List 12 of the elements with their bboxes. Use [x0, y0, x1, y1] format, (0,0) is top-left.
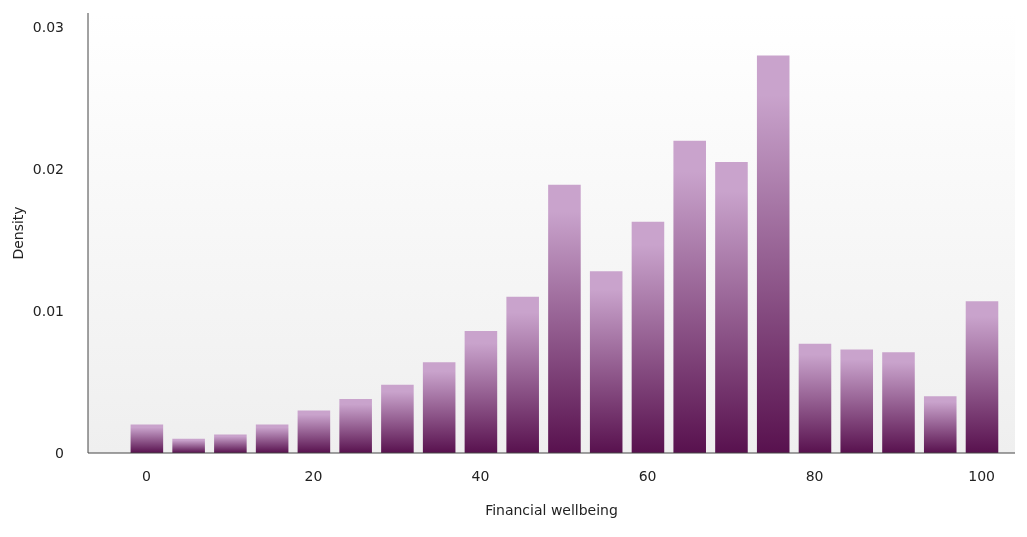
x-tick-label: 100	[968, 467, 995, 484]
y-tick-label: 0.03	[32, 19, 64, 36]
x-tick-label: 20	[304, 467, 323, 484]
x-tick-label: 80	[805, 467, 824, 484]
x-tick-label: 0	[142, 467, 151, 484]
x-tick-label: 40	[471, 467, 490, 484]
x-tick-label: 60	[638, 467, 657, 484]
x-axis-title: Financial wellbeing	[485, 502, 618, 518]
y-tick-label: 0.01	[32, 303, 64, 320]
y-axis-title: Density	[9, 206, 26, 260]
y-tick-label: 0.02	[32, 161, 64, 178]
y-tick-label: 0	[55, 444, 64, 461]
